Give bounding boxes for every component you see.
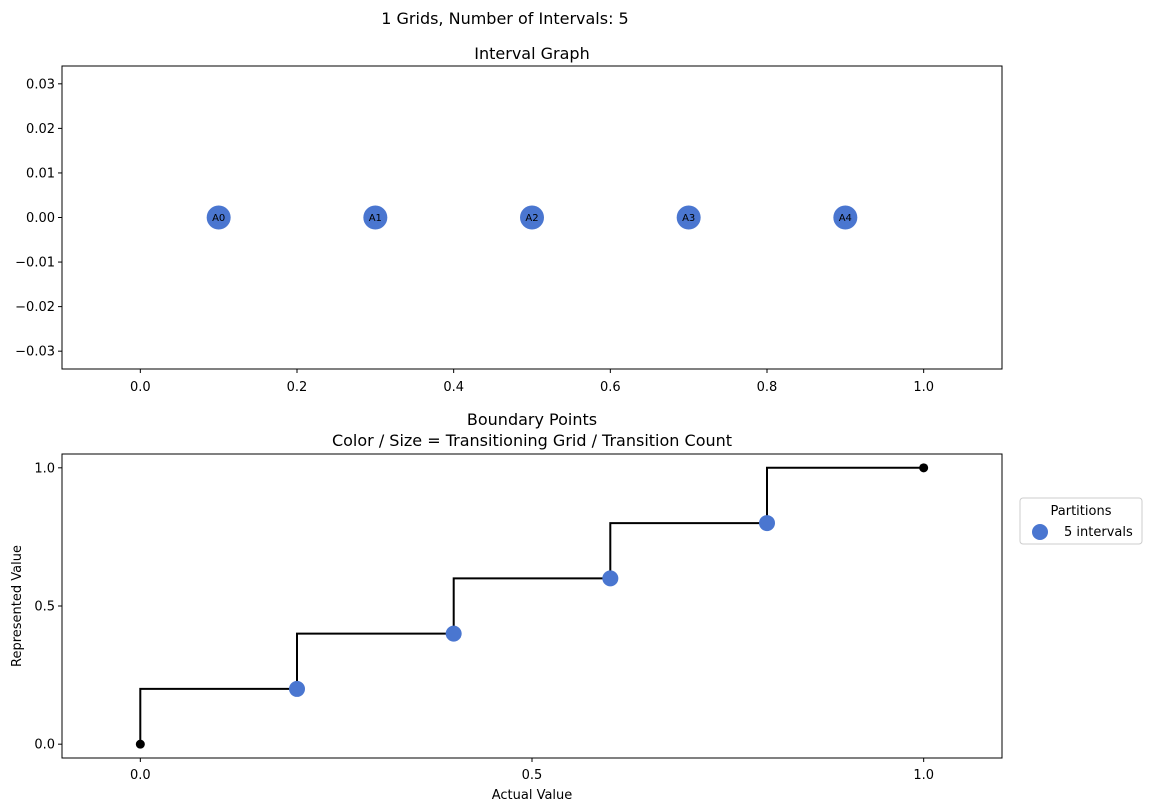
endpoint-marker (135, 739, 145, 749)
y-tick-label: −0.02 (15, 300, 55, 315)
endpoint-marker (919, 463, 929, 473)
legend-marker (1032, 524, 1048, 540)
x-axis-label: Actual Value (492, 788, 573, 803)
y-tick-label: 0.0 (34, 738, 55, 753)
interval-node-a0 (206, 205, 231, 230)
boundary-point (759, 515, 775, 532)
x-tick-label: 0.0 (130, 380, 151, 395)
interval-node-a1 (363, 205, 388, 230)
legend-entry-label: 5 intervals (1064, 525, 1133, 540)
figure-title: 1 Grids, Number of Intervals: 5 (381, 9, 628, 28)
endpoint-markers (135, 463, 929, 749)
legend-title: Partitions (1051, 504, 1112, 519)
interval-graph-chart: Interval Graph 0.0 0.2 0.4 0.6 0.8 1.0 0.030.… (15, 44, 1003, 395)
interval-graph-y-axis: 0.03 0.02 0.01 0.00 −0.01 −0.02 −0.03 (15, 77, 62, 360)
boundary-points-title: Boundary Points (467, 410, 597, 429)
x-tick-label: 0.6 (600, 380, 621, 395)
y-tick-label: −0.03 (15, 345, 55, 360)
boundary-point (289, 680, 305, 697)
boundary-points-chart: Boundary Points Color / Size = Transitio… (10, 410, 1143, 803)
y-tick-label: 0.00 (26, 211, 55, 226)
y-tick-label: 0.5 (34, 600, 55, 615)
y-tick-label: −0.01 (15, 256, 55, 271)
x-tick-label: 0.4 (443, 380, 464, 395)
boundary-points-subtitle: Color / Size = Transitioning Grid / Tran… (332, 431, 732, 450)
interval-graph-points: A0 A1 A2 A3 A4 (206, 205, 858, 230)
interval-node-a2 (520, 205, 544, 230)
legend: Partitions 5 intervals (1019, 497, 1143, 545)
boundary-points-y-axis: 1.0 0.5 0.0 (34, 461, 62, 753)
boundary-point (445, 625, 462, 642)
boundary-point-markers (289, 515, 775, 697)
interval-graph-x-axis: 0.0 0.2 0.4 0.6 0.8 1.0 (130, 369, 934, 395)
x-tick-label: 1.0 (913, 380, 934, 395)
boundary-point (602, 570, 619, 587)
interval-node-label: A3 (682, 213, 695, 224)
y-axis-label: Represented Value (10, 545, 25, 667)
interval-node-label: A1 (369, 213, 382, 224)
x-tick-label: 1.0 (913, 768, 934, 783)
x-tick-label: 0.0 (130, 768, 151, 783)
interval-node-label: A0 (212, 213, 225, 224)
interval-node-a3 (676, 205, 701, 230)
y-tick-label: 0.02 (26, 122, 55, 137)
interval-node-label: A2 (525, 213, 538, 224)
legend-box (1019, 497, 1143, 545)
y-tick-label: 0.03 (26, 77, 55, 92)
interval-node-a4 (833, 205, 858, 230)
x-tick-label: 0.2 (287, 380, 308, 395)
x-tick-label: 0.5 (522, 768, 543, 783)
step-line (139, 466, 924, 745)
boundary-points-plot-area (61, 453, 1003, 759)
boundary-points-x-axis: 0.0 0.5 1.0 (130, 758, 934, 783)
x-tick-label: 0.8 (757, 380, 778, 395)
y-tick-label: 0.01 (26, 166, 55, 181)
y-tick-label: 1.0 (34, 461, 55, 476)
interval-graph-title: Interval Graph (474, 44, 589, 63)
interval-node-label: A4 (839, 213, 852, 224)
